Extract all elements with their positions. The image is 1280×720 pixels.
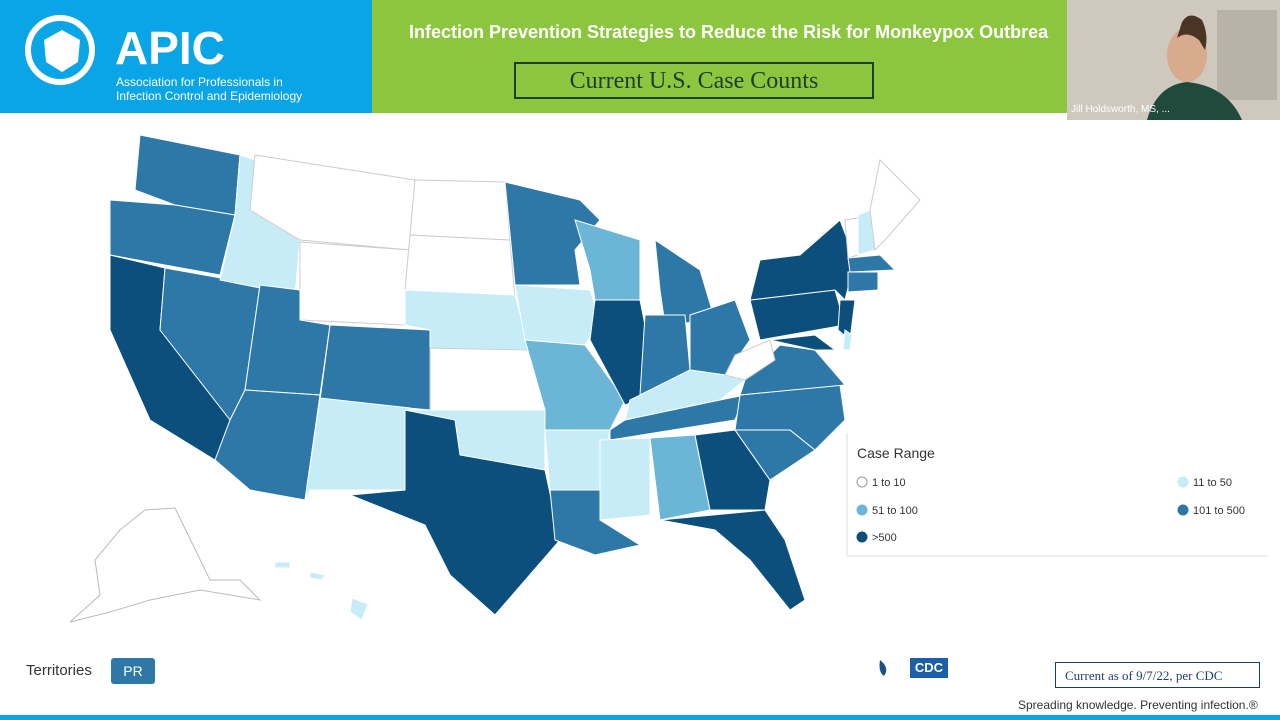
- state: [319, 324, 431, 411]
- logo-shield: [44, 30, 80, 72]
- person-body: [1147, 82, 1242, 120]
- legend-label: 101 to 500: [1193, 505, 1245, 517]
- legend-label: 1 to 10: [872, 477, 906, 489]
- state: [749, 219, 856, 301]
- states: [69, 134, 921, 623]
- legend-swatch: [856, 531, 868, 543]
- org-name: Association for Professionals in: [116, 75, 283, 89]
- state: [599, 437, 651, 521]
- state: [309, 571, 326, 581]
- tagline: Spreading knowledge. Preventing infectio…: [1018, 698, 1258, 712]
- state: [739, 344, 847, 396]
- video-tile: Jill Holdsworth, MS, ...: [1067, 0, 1280, 120]
- logo-text: APIC: [115, 22, 225, 74]
- territory-button[interactable]: PR: [111, 658, 155, 684]
- slide-subtitle: Current U.S. Case Counts: [514, 62, 874, 99]
- state: [869, 158, 921, 252]
- date-note: Current as of 9/7/22, per CDC: [1055, 662, 1260, 688]
- legend-label: 11 to 50: [1193, 477, 1232, 489]
- video-feed: Jill Holdsworth, MS, ...: [1067, 0, 1280, 120]
- state: [249, 154, 416, 251]
- state: [847, 271, 879, 293]
- state: [574, 219, 641, 301]
- logos: CDC: [879, 658, 948, 678]
- person-hair: [1177, 15, 1207, 51]
- state: [69, 507, 262, 623]
- logo: APIC Association for Professionals in In…: [25, 15, 302, 103]
- state: [299, 241, 411, 326]
- legend-swatch: [1177, 476, 1189, 488]
- legend: Case Range: [846, 433, 1268, 557]
- logo-ring: [25, 15, 95, 85]
- state: [304, 397, 411, 501]
- footer-bar: [0, 715, 1280, 720]
- org-name: Infection Control and Epidemiology: [116, 89, 302, 103]
- state: [274, 561, 291, 569]
- legend-swatch: [1177, 504, 1189, 516]
- state: [842, 329, 853, 351]
- state: [349, 409, 561, 616]
- cdc-logo: [910, 658, 948, 678]
- speaker-name: Jill Holdsworth, MS, ...: [1071, 104, 1170, 115]
- legend-label: 51 to 100: [872, 505, 918, 517]
- state: [659, 509, 806, 611]
- slide-title: Infection Prevention Strategies to Reduc…: [409, 22, 1049, 42]
- state: [724, 339, 776, 381]
- person-face: [1167, 28, 1207, 82]
- state: [109, 199, 236, 276]
- legend-title: Case Range: [857, 445, 935, 461]
- header-title-area: Infection Prevention Strategies to Reduc…: [372, 0, 1067, 113]
- state: [429, 347, 546, 411]
- state: [514, 284, 601, 346]
- header-logo-area: APIC Association for Professionals in In…: [0, 0, 372, 113]
- state: [769, 334, 837, 351]
- legend-swatch: [856, 504, 868, 516]
- state: [694, 429, 771, 511]
- territories-label: Territories: [26, 662, 92, 679]
- cdc-text: CDC: [915, 660, 944, 675]
- legend-swatch: [856, 476, 868, 488]
- hhs-logo: [879, 660, 887, 676]
- video-bg: [1217, 10, 1277, 100]
- state: [409, 179, 511, 241]
- state: [847, 254, 897, 273]
- legend-label: >500: [872, 532, 897, 544]
- state: [214, 389, 321, 501]
- state: [349, 597, 369, 621]
